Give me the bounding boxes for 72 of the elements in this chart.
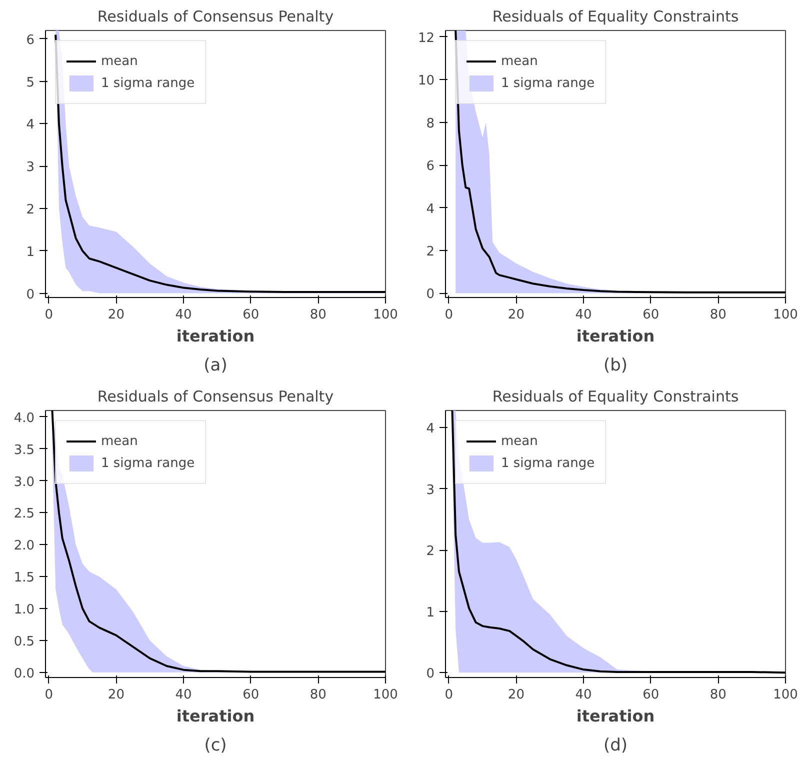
- y-tick-label: 0.0: [14, 666, 35, 682]
- y-tick-label: 0: [26, 287, 35, 302]
- x-axis-title: iteration: [176, 326, 255, 346]
- x-tick-label: 0: [44, 688, 54, 702]
- x-tick-label: 80: [310, 688, 326, 702]
- legend-label: mean: [101, 54, 138, 68]
- text: (d): [603, 736, 628, 756]
- x-tick-label: 40: [575, 688, 592, 702]
- legend-label: 1 sigma range: [501, 456, 595, 470]
- y-tick-label: 3.0: [14, 474, 35, 490]
- x-tick-label: 100: [373, 308, 398, 322]
- text: (a): [204, 356, 228, 376]
- y-tick-label: 1: [26, 244, 35, 260]
- y-tick-label: 8: [426, 116, 435, 132]
- x-tick-label: 40: [175, 308, 192, 322]
- y-tick-label: 2: [26, 202, 35, 218]
- x-tick-label: 40: [575, 308, 592, 322]
- x-tick-label: 20: [108, 688, 124, 702]
- y-tick-label: 0: [426, 666, 435, 682]
- legend-label: mean: [101, 434, 138, 448]
- x-tick-label: 100: [773, 308, 798, 322]
- chart-title: Residuals of Consensus Penalty: [97, 388, 334, 406]
- x-tick-label: 60: [242, 308, 260, 322]
- x-tick-label: 80: [710, 688, 726, 702]
- y-tick-label: 10: [418, 74, 435, 89]
- y-tick-label: 0: [426, 287, 435, 302]
- x-tick-label: 60: [642, 308, 660, 322]
- text: (c): [204, 736, 227, 756]
- y-tick-label: 1.0: [14, 602, 35, 618]
- x-tick-label: 60: [642, 688, 660, 702]
- y-tick-label: 6: [26, 32, 35, 48]
- y-tick-label: 2: [426, 544, 435, 560]
- y-tick-label: 1.5: [14, 570, 35, 586]
- legend-label: 1 sigma range: [101, 76, 195, 90]
- x-tick-label: 0: [444, 308, 454, 322]
- y-tick-label: 4: [426, 422, 435, 437]
- y-tick-label: 12: [418, 30, 435, 46]
- x-tick-label: 0: [44, 308, 54, 322]
- legend-label: 1 sigma range: [101, 456, 195, 470]
- y-tick-label: 2: [426, 244, 435, 260]
- x-axis-title: iteration: [576, 706, 655, 726]
- x-tick-label: 20: [108, 308, 124, 322]
- y-tick-label: 2.5: [14, 506, 35, 522]
- y-tick-label: 5: [26, 75, 35, 90]
- x-tick-label: 20: [508, 308, 524, 322]
- y-tick-label: 3: [26, 160, 35, 176]
- y-tick-label: 1: [426, 605, 435, 620]
- chart-title: Residuals of Equality Constraints: [492, 388, 739, 406]
- x-axis-title: iteration: [576, 326, 655, 346]
- chart-title: Residuals of Consensus Penalty: [97, 8, 334, 26]
- y-tick-label: 4.0: [14, 410, 35, 426]
- legend-label: 1 sigma range: [501, 76, 595, 90]
- y-tick-label: 4: [26, 118, 35, 133]
- chart-title: Residuals of Equality Constraints: [492, 8, 739, 26]
- x-tick-label: 60: [242, 688, 260, 702]
- legend-label: mean: [501, 434, 538, 448]
- y-tick-label: 4: [426, 202, 435, 217]
- x-tick-label: 40: [175, 688, 192, 702]
- y-tick-label: 0.5: [14, 634, 35, 650]
- y-tick-label: 6: [426, 159, 435, 174]
- y-tick-label: 3: [426, 482, 435, 498]
- x-tick-label: 80: [310, 308, 326, 322]
- x-tick-label: 100: [373, 688, 398, 702]
- x-tick-label: 100: [773, 688, 798, 702]
- text: (b): [603, 356, 628, 376]
- y-tick-label: 2.0: [14, 538, 35, 554]
- x-tick-label: 0: [444, 688, 454, 702]
- y-tick-label: 3.5: [14, 442, 35, 458]
- x-axis-title: iteration: [176, 706, 255, 726]
- x-tick-label: 80: [710, 308, 726, 322]
- x-tick-label: 20: [508, 688, 524, 702]
- legend-label: mean: [501, 54, 538, 68]
